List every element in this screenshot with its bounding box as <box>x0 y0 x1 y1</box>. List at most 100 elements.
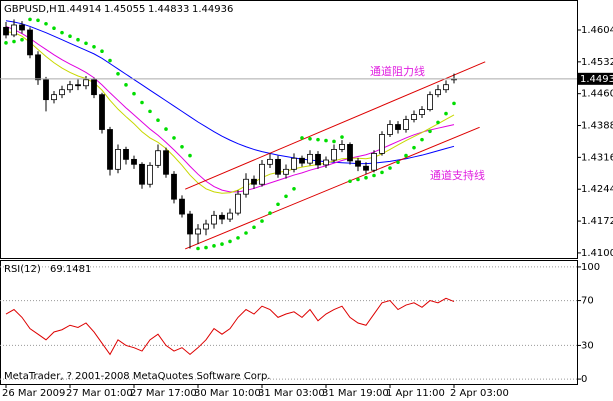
sar-dot <box>268 211 272 215</box>
candle-body <box>243 178 249 195</box>
candle-body <box>59 89 65 96</box>
candle-body <box>435 89 441 96</box>
sar-dot <box>332 139 336 144</box>
sar-dot <box>188 153 192 158</box>
sar-dot <box>164 127 168 131</box>
price-box <box>578 72 613 85</box>
y-tick-label: 100 <box>581 262 600 273</box>
rsi-panel <box>0 260 578 385</box>
x-tick-label: 26 Mar 2009 <box>2 388 65 399</box>
sar-dot <box>220 242 224 246</box>
sar-dot <box>324 138 328 143</box>
sar-dot <box>372 173 376 178</box>
candle-body <box>51 94 57 101</box>
candle-body <box>147 164 153 185</box>
sar-dot <box>124 83 128 87</box>
moving-average <box>5 31 455 194</box>
candle-body <box>235 193 241 214</box>
sar-dot <box>12 39 16 44</box>
sar-dot <box>132 91 136 96</box>
sar-dot <box>316 137 320 142</box>
sar-dot <box>196 246 200 251</box>
sar-dot <box>436 120 440 125</box>
y-tick-label: 1.41000 <box>581 248 613 259</box>
sar-dot <box>204 245 208 250</box>
sar-dot <box>236 236 240 240</box>
sar-dot <box>84 41 88 46</box>
ohlc-close: 1.44936 <box>192 4 233 15</box>
candle-body <box>123 149 129 160</box>
x-tick-label: 1 Apr 11:00 <box>386 388 445 399</box>
candle-body <box>155 150 161 166</box>
rsi-title: RSI(12) <box>4 264 41 275</box>
candle-body <box>275 158 281 175</box>
sar-dot <box>20 37 24 42</box>
candle-body <box>443 84 449 91</box>
sar-dot <box>4 41 8 45</box>
sar-dot <box>116 71 120 76</box>
sar-dot <box>28 17 32 22</box>
sar-dot <box>156 118 160 123</box>
x-tick-label: 2 Apr 03:00 <box>450 388 509 399</box>
ohlc-high: 1.45055 <box>104 4 145 15</box>
plot-layer <box>0 17 581 388</box>
candle-body <box>387 124 393 135</box>
candle-body <box>371 152 377 171</box>
candle-body <box>283 168 289 175</box>
sar-dot <box>44 22 48 26</box>
sar-dot <box>404 153 408 158</box>
sar-dot <box>148 109 152 114</box>
candle-body <box>35 54 41 81</box>
sar-dot <box>68 34 72 38</box>
annotation: 通道支持线 <box>430 168 485 182</box>
candle-body <box>139 163 145 185</box>
price-label: 1.44936 <box>580 74 613 85</box>
candle-body <box>83 79 89 87</box>
sar-dot <box>340 135 344 139</box>
candle-body <box>379 134 385 154</box>
candle-body <box>219 214 225 220</box>
candle-body <box>403 119 409 130</box>
x-tick-label: 31 Mar 03:00 <box>258 388 325 399</box>
sar-dot <box>76 37 80 42</box>
y-tick-label: 1.44600 <box>581 89 613 100</box>
sar-dot <box>212 244 216 248</box>
sar-dot <box>444 111 448 116</box>
candle-body <box>323 159 329 166</box>
chart-title: GBPUSD,H1 <box>4 4 63 15</box>
candle-body <box>171 173 177 200</box>
sar-dot <box>308 137 312 141</box>
candle-body <box>339 144 345 150</box>
price-panel <box>0 0 578 259</box>
sar-dot <box>228 239 232 244</box>
candle-body <box>67 84 73 91</box>
ohlc-open: 1.44914 <box>60 4 101 15</box>
candle-body <box>307 153 313 164</box>
candle-body <box>195 228 201 235</box>
rsi-line <box>5 297 455 356</box>
candle-body <box>363 165 369 171</box>
candle-body <box>419 109 425 115</box>
candle-body <box>99 94 105 130</box>
candle-body <box>187 213 193 235</box>
sar-dot <box>52 26 56 31</box>
sar-dot <box>172 136 176 140</box>
footer: MetaTrader, ? 2001-2008 MetaQuotes Softw… <box>4 371 270 382</box>
x-tick-label: 31 Mar 19:00 <box>322 388 389 399</box>
y-tick-label: 30 <box>581 340 594 351</box>
channel-line <box>185 126 480 250</box>
y-tick-label: 70 <box>581 296 594 307</box>
sar-dot <box>260 219 264 223</box>
candle-body <box>203 223 209 230</box>
sar-dot <box>428 129 432 134</box>
sar-dot <box>284 194 288 199</box>
candle-body <box>3 26 9 36</box>
sar-dot <box>180 144 184 149</box>
annotation: 通道阻力线 <box>370 64 425 78</box>
candle-body <box>427 94 433 111</box>
candle-body <box>395 124 401 130</box>
sar-dot <box>412 145 416 150</box>
candle-body <box>19 24 25 31</box>
y-tick-label: 1.43160 <box>581 152 613 163</box>
